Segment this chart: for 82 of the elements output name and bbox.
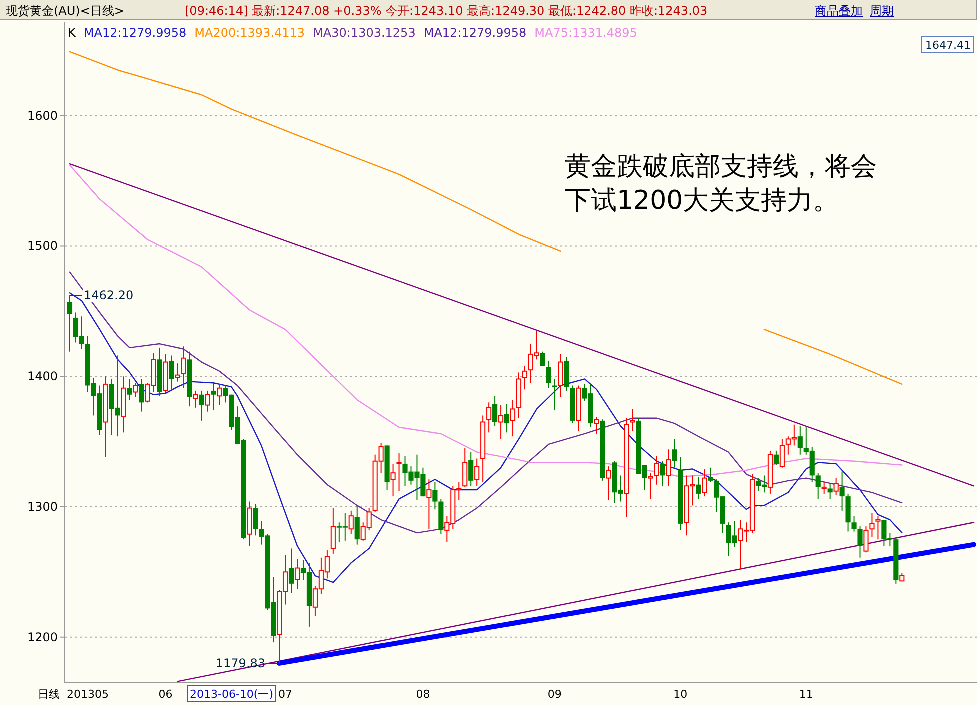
candlestick <box>858 526 863 558</box>
candlestick <box>139 378 144 412</box>
text: 2013-06-10(一) <box>190 688 274 701</box>
candlestick <box>294 558 300 590</box>
candlestick <box>660 460 666 487</box>
candlestick <box>816 472 821 500</box>
text: MA30:1303.1253 <box>313 26 416 40</box>
annotation: 黄金跌破底部支持线，将会下试1200大关支持力。 <box>565 152 877 216</box>
candlestick <box>396 453 402 492</box>
annotation: 1647.41 <box>926 39 971 52</box>
candlestick <box>840 471 845 512</box>
x-tick-label: 10 <box>674 688 688 701</box>
candlestick <box>486 402 492 434</box>
candlestick <box>546 360 552 389</box>
y-tick-label: 1400 <box>27 370 58 384</box>
candlestick <box>288 548 294 594</box>
candlestick <box>330 508 336 554</box>
text: MA200:1393.4113 <box>194 26 306 40</box>
candlestick <box>552 378 558 412</box>
candlestick <box>211 382 216 412</box>
candlestick <box>666 449 672 487</box>
text: 日线 <box>38 688 60 701</box>
candlestick <box>558 354 564 398</box>
candlestick <box>426 479 432 530</box>
candlestick <box>199 390 204 422</box>
text: 现货黄金(AU)<日线> <box>6 4 124 18</box>
candlestick <box>516 372 522 419</box>
candlestick <box>127 378 132 401</box>
x-tick-label: 08 <box>416 688 430 701</box>
candlestick <box>852 516 857 532</box>
candlestick <box>540 351 546 367</box>
candlestick <box>121 376 126 434</box>
candlestick <box>522 366 528 390</box>
candlestick <box>822 482 827 494</box>
candlestick <box>474 458 480 487</box>
candlestick <box>630 408 636 432</box>
candlestick <box>498 404 504 440</box>
annotation: MA12:1279.9958 <box>424 26 527 40</box>
candlestick <box>504 404 510 434</box>
candlestick <box>169 355 174 390</box>
candlestick <box>510 400 516 438</box>
candlestick <box>708 467 714 483</box>
x-tick-label: 09 <box>548 688 562 701</box>
annotation: 1462.20 <box>84 288 134 303</box>
x-tick-label: 201305 <box>66 688 109 701</box>
x-tick-label: 11 <box>799 688 814 701</box>
candlestick <box>468 452 474 487</box>
text: MA12:1279.9958 <box>84 26 187 40</box>
candlestick <box>390 463 396 498</box>
candlestick <box>774 450 779 466</box>
candlestick <box>798 426 803 456</box>
line-series <box>69 292 903 584</box>
candlestick <box>432 482 438 510</box>
candlestick <box>103 376 108 458</box>
text: [09:46:14] 最新:1247.08 +0.33% 今开:1243.10 最高:1249.30 最低:1242.80 昨收:1243.03 <box>185 4 708 18</box>
candlestick <box>247 501 252 547</box>
y-tick-label: 1600 <box>27 108 58 123</box>
candlestick <box>181 346 186 389</box>
candlestick <box>654 456 660 486</box>
candlestick <box>828 483 833 500</box>
candlestick <box>253 504 258 536</box>
candlestick <box>354 505 360 546</box>
y-tick-label: 1300 <box>27 500 58 514</box>
annotation: K <box>68 26 77 40</box>
line-series <box>69 272 903 534</box>
candlestick <box>67 295 73 352</box>
text: 周期 <box>870 4 894 18</box>
y-tick-label: 1200 <box>27 630 58 644</box>
candlestick <box>480 415 486 483</box>
candlestick <box>492 396 498 427</box>
annotation: 1179.83 <box>216 656 266 671</box>
x-tick-label: 07 <box>278 688 293 701</box>
candlestick <box>672 438 678 468</box>
candlestick <box>696 476 702 500</box>
text: MA75:1331.4895 <box>534 26 638 40</box>
candlestick <box>576 385 582 432</box>
candlestick <box>870 513 875 538</box>
line-series <box>69 51 562 252</box>
y-tick-label: 1500 <box>27 239 58 254</box>
candlestick <box>624 418 630 518</box>
text: 商品叠加 <box>815 4 863 18</box>
x-tick-label: 06 <box>158 688 173 701</box>
